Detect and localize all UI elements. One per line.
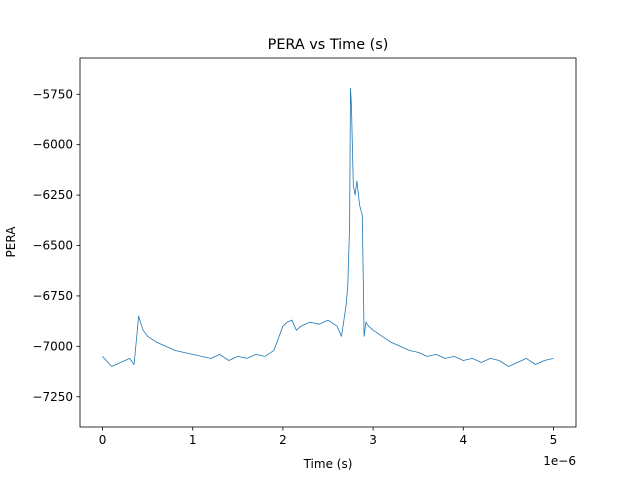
y-axis-label: PERA xyxy=(4,226,18,258)
y-tick-label-2: −6750 xyxy=(32,289,73,303)
y-tick-label-5: −6000 xyxy=(32,138,73,152)
y-tick-label-3: −6500 xyxy=(32,239,73,253)
x-axis-label: Time (s) xyxy=(303,457,353,471)
series-line-0 xyxy=(102,87,554,367)
x-tick-label-5: 5 xyxy=(550,433,558,447)
x-tick-label-1: 1 xyxy=(189,433,197,447)
y-axis-ticks: −7250 −7000 −6750 −6500 −6250 −6000 −5750 xyxy=(32,87,80,404)
y-tick-label-1: −7000 xyxy=(32,339,73,353)
x-axis-offset-label: 1e−6 xyxy=(543,454,576,468)
x-tick-label-3: 3 xyxy=(369,433,377,447)
x-axis-ticks: 0 1 2 3 4 5 xyxy=(99,427,558,447)
y-tick-label-4: −6250 xyxy=(32,188,73,202)
x-tick-label-4: 4 xyxy=(459,433,467,447)
x-tick-label-2: 2 xyxy=(279,433,287,447)
plot-area xyxy=(102,87,554,367)
plot-frame xyxy=(79,57,577,428)
y-tick-label-6: −5750 xyxy=(32,87,73,101)
y-tick-label-0: −7250 xyxy=(32,390,73,404)
x-tick-label-0: 0 xyxy=(99,433,107,447)
chart-title: PERA vs Time (s) xyxy=(268,37,389,53)
